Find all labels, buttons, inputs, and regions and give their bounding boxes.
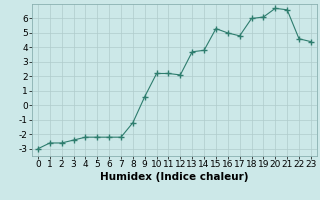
X-axis label: Humidex (Indice chaleur): Humidex (Indice chaleur) bbox=[100, 172, 249, 182]
